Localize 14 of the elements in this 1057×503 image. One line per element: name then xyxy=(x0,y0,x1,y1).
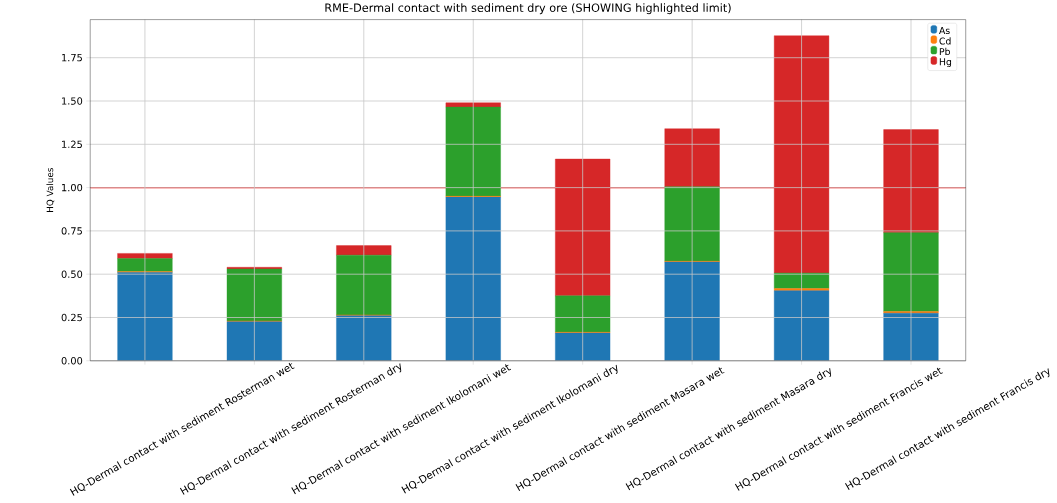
legend-label: As xyxy=(939,27,950,35)
y-tick-label: 0.25 xyxy=(61,313,82,322)
chart-title: RME-Dermal contact with sediment dry ore (SHOWING highlighted limit) xyxy=(325,3,731,15)
legend-label: Pb xyxy=(939,47,950,56)
y-tick-label: 0.75 xyxy=(61,227,82,235)
y-tick-label: 1.00 xyxy=(62,183,83,192)
y-tick-label: 0.00 xyxy=(61,357,83,365)
y-tick-label: 1.50 xyxy=(62,97,83,105)
y-axis-title: HQ Values xyxy=(46,168,55,212)
y-tick-label: 0.50 xyxy=(61,270,83,278)
legend-label: Hg xyxy=(939,58,952,68)
legend-label: Cd xyxy=(939,37,951,45)
y-tick-label: 1.25 xyxy=(62,140,82,149)
y-tick-label: 1.75 xyxy=(62,54,82,62)
